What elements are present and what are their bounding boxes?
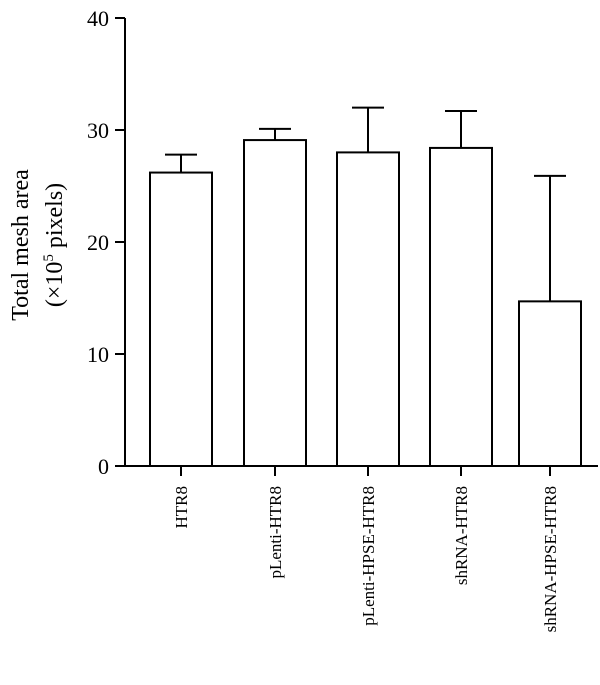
y-tick-label: 30	[87, 118, 109, 143]
bars-group	[149, 139, 582, 468]
y-tick-label: 40	[87, 6, 109, 31]
y-tick-label: 0	[98, 454, 109, 479]
error-bars-group	[165, 106, 566, 302]
y-axis-label-line2: (×105 pixels)	[41, 183, 68, 307]
bar-plenti-hpse-htr8	[336, 151, 400, 467]
x-tick-label: shRNA-HPSE-HTR8	[541, 486, 560, 632]
bar-plenti-htr8	[243, 139, 307, 468]
y-tick-label: 20	[87, 230, 109, 255]
y-tick-label: 10	[87, 342, 109, 367]
x-tick-label: HTR8	[172, 486, 191, 529]
x-tick-label: pLenti-HTR8	[266, 486, 285, 579]
y-axis-label: Total mesh area (×105 pixels)	[8, 169, 68, 321]
bar-htr8	[149, 171, 213, 467]
x-tick-label: pLenti-HPSE-HTR8	[359, 486, 378, 626]
x-tick-label: shRNA-HTR8	[452, 486, 471, 585]
x-axis: HTR8 pLenti-HTR8 pLenti-HPSE-HTR8 shRNA-HTR…	[125, 465, 598, 632]
bar-shrna-htr8	[429, 146, 493, 467]
y-axis: 0 10 20 30 40	[87, 6, 126, 479]
y-axis-label-line1: Total mesh area	[8, 169, 34, 321]
bar-shrna-hpse-htr8	[518, 300, 582, 467]
